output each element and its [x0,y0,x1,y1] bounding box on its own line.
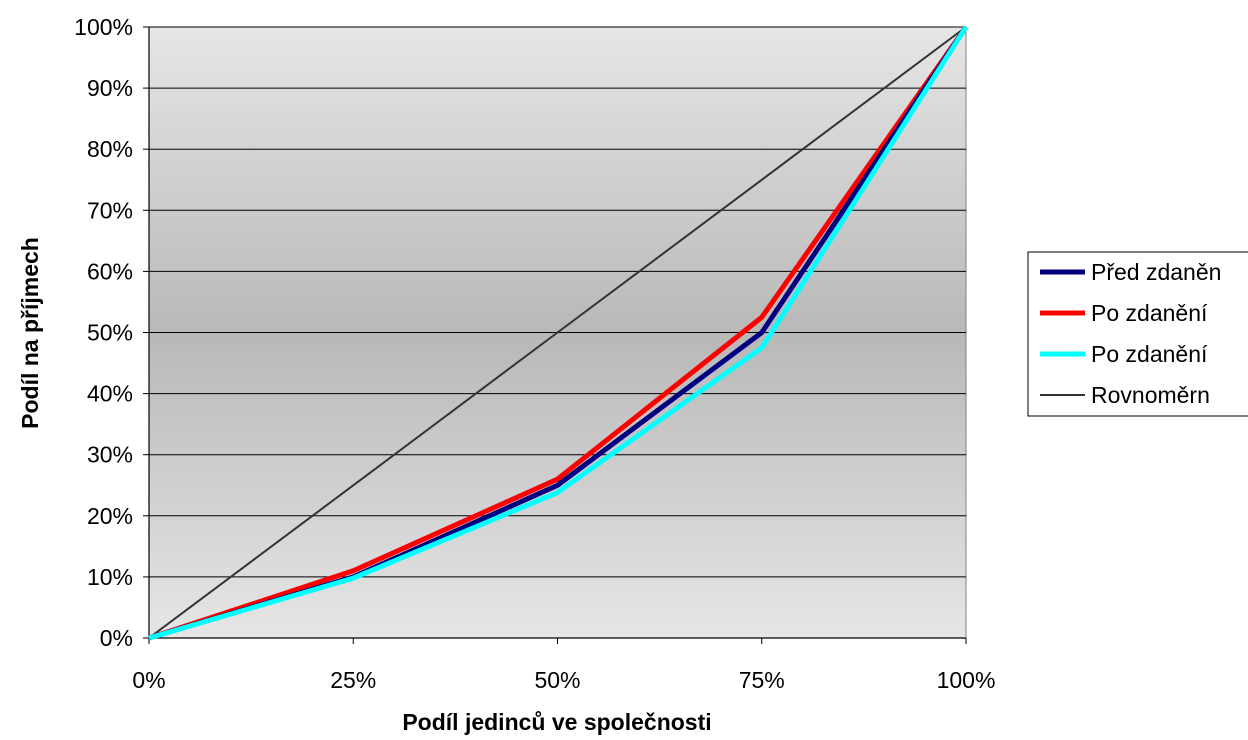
legend-label-2: Po zdanění [1091,300,1208,326]
x-tick-label: 0% [132,667,165,693]
y-tick-label: 50% [87,320,133,346]
y-axis-title: Podíl na příjmech [17,237,43,429]
series-line-4 [148,26,967,639]
x-tick-label: 100% [937,667,996,693]
y-tick-label: 100% [74,14,133,40]
x-tick-label: 50% [534,667,580,693]
x-tick-labels: 0% 25% 50% 75% 100% [132,667,995,693]
series-line-2 [148,25,969,641]
x-tick-label: 25% [330,667,376,693]
series-lines [148,25,969,641]
y-tick-labels: 0% 10% 20% 30% 40% 50% 60% 70% 80% 90% 100% [74,14,133,651]
legend-label-1: Před zdaněn [1091,259,1221,285]
legend-label-3: Po zdanění [1091,341,1208,367]
y-tick-label: 40% [87,381,133,407]
y-tick-label: 30% [87,442,133,468]
x-axis-title: Podíl jedinců ve společnosti [402,709,711,735]
y-tick-label: 70% [87,197,133,223]
legend: Před zdaněn Po zdanění Po zdanění Rovnoměrn [1027,251,1248,417]
legend-box [1027,251,1248,417]
y-tick-label: 20% [87,503,133,529]
y-tick-label: 60% [87,258,133,284]
y-tick-label: 0% [100,625,133,651]
y-tick-label: 10% [87,564,133,590]
series-line-3 [148,25,969,641]
legend-label-4: Rovnoměrn [1091,382,1210,408]
grid-lines [149,26,966,578]
y-tick-label: 90% [87,75,133,101]
x-tick-label: 75% [739,667,785,693]
y-tick-label: 80% [87,136,133,162]
axes [143,26,967,644]
